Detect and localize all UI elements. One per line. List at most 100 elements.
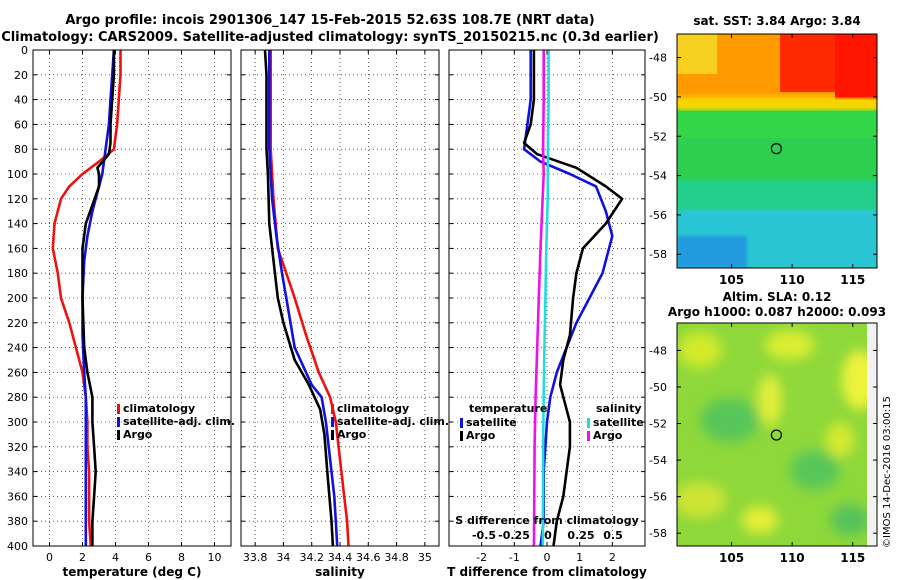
sst-map-ytick-label: -48 [649,52,667,65]
depth-tick-label: 0 [21,44,28,57]
depth-tick-label: 400 [7,540,28,553]
diff-line-temperature-argo [522,50,624,546]
diff-s-axis-label: S difference from climatology [455,514,639,527]
diff-s-tick-label: 0.5 [603,529,623,542]
sst-map-argo-location-marker [770,143,782,155]
sal-xtick-label: 34 [276,551,290,564]
depth-tick-label: 200 [7,292,28,305]
sal-series-group [263,50,350,546]
sal-frame [240,49,440,547]
imos-credit: ©IMOS 14-Dec-2016 03:00:15 [882,396,893,548]
temp-line-climatology [51,50,122,546]
depth-tick-label: 140 [7,218,28,231]
sal-legend-swatch [331,417,334,427]
temp-xtick-label: 4 [112,551,119,564]
diff-xtick-label: 0 [544,551,551,564]
sal-line-climatology [269,50,350,546]
sst-map-ytick-label: -54 [649,170,667,183]
sst-map-xtick-label: 105 [719,273,744,287]
sal-xtick-label: 34.2 [299,551,324,564]
depth-tick-label: 260 [7,366,28,379]
depth-tick-label: 160 [7,242,28,255]
sla-map-frame [676,322,878,547]
sal-line-satellite-adj-clim- [267,50,339,546]
sla-map-xtick-label: 105 [719,551,744,565]
diff-legend-salinity-title: salinity [596,402,642,415]
sla-map-argo-location-marker [770,429,782,441]
depth-tick-label: 240 [7,342,28,355]
diff-sal-legend-swatch [587,431,590,441]
sla-map-image [677,323,877,546]
temp-legend-swatch [117,430,120,440]
sst-map-frame [676,33,878,269]
diff-xlabel: T difference from climatology [447,565,647,579]
diff-sal-legend-label: satellite [593,416,644,429]
sal-legend-swatch [331,430,334,440]
temp-legend-swatch [117,404,120,414]
sal-legend-label: satellite-adj. clim. [337,415,449,428]
sst-map-ytick-label: -56 [649,209,667,222]
figure-title-line2: Climatology: CARS2009. Satellite-adjuste… [1,30,659,45]
temp-legend-swatch [117,417,120,427]
diff-line-temperature-satellite [522,50,614,546]
depth-tick-label: 120 [7,193,28,206]
sst-map-ytick-label: -58 [649,248,667,261]
temp-legend-label: climatology [123,402,195,415]
diff-s-tick-label: -0.25 [498,529,530,542]
depth-tick-label: 60 [14,118,28,131]
temp-xtick-label: 2 [79,551,86,564]
temp-frame [32,49,232,547]
sal-xtick-label: 34.8 [384,551,409,564]
figure-title-line1: Argo profile: incois 2901306_147 15-Feb-… [65,13,595,28]
sla-map-xtick-label: 110 [780,551,805,565]
sla-map-title-line1: Altim. SLA: 0.12 [723,290,832,304]
sla-map-ytick-label: -52 [649,418,667,431]
sal-xtick-label: 34.4 [328,551,353,564]
depth-tick-label: 180 [7,267,28,280]
sal-xtick-label: 33.8 [243,551,268,564]
sst-map-image [677,34,877,268]
sst-map-xtick-label: 110 [780,273,805,287]
sst-map-ytick-label: -50 [649,91,667,104]
depth-tick-label: 220 [7,317,28,330]
depth-tick-label: 320 [7,441,28,454]
diff-temp-legend-swatch [460,418,463,428]
sla-map-xtick-label: 115 [840,551,865,565]
sla-map-ytick-label: -58 [649,527,667,540]
sla-map-ytick-label: -54 [649,454,667,467]
diff-temp-legend-label: Argo [466,429,496,442]
temp-xtick-label: 0 [46,551,53,564]
depth-tick-label: 300 [7,416,28,429]
sal-legend-swatch [331,404,334,414]
sal-xtick-label: 34.6 [356,551,381,564]
temp-xlabel: temperature (deg C) [63,565,202,579]
sla-map-ytick-label: -48 [649,344,667,357]
diff-temp-legend-label: satellite [466,416,517,429]
diff-xtick-label: -1 [509,551,520,564]
sla-map-ytick-label: -56 [649,491,667,504]
depth-tick-label: 380 [7,515,28,528]
temp-xtick-label: 10 [208,551,222,564]
sst-map-ytick-label: -52 [649,130,667,143]
sal-legend-label: Argo [337,428,367,441]
temp-xtick-label: 8 [178,551,185,564]
depth-tick-label: 20 [14,69,28,82]
diff-s-tick-label: 0 [544,529,552,542]
diff-s-tick-label: -0.5 [472,529,496,542]
depth-tick-label: 80 [14,143,28,156]
diff-xtick-label: 1 [576,551,583,564]
sal-xtick-label: 35 [418,551,432,564]
temp-legend-label: satellite-adj. clim. [123,415,235,428]
depth-tick-label: 280 [7,391,28,404]
sst-map-xtick-label: 115 [840,273,865,287]
temp-xtick-label: 6 [145,551,152,564]
diff-temp-legend-swatch [460,431,463,441]
diff-sal-legend-swatch [587,418,590,428]
sst-map-title: sat. SST: 3.84 Argo: 3.84 [693,14,860,28]
diff-frame [448,49,646,547]
diff-xtick-label: -2 [476,551,487,564]
sal-line-argo [263,50,335,546]
sla-map-title-line2: Argo h1000: 0.087 h2000: 0.093 [668,305,886,319]
diff-legend-temperature-title: temperature [469,402,547,415]
